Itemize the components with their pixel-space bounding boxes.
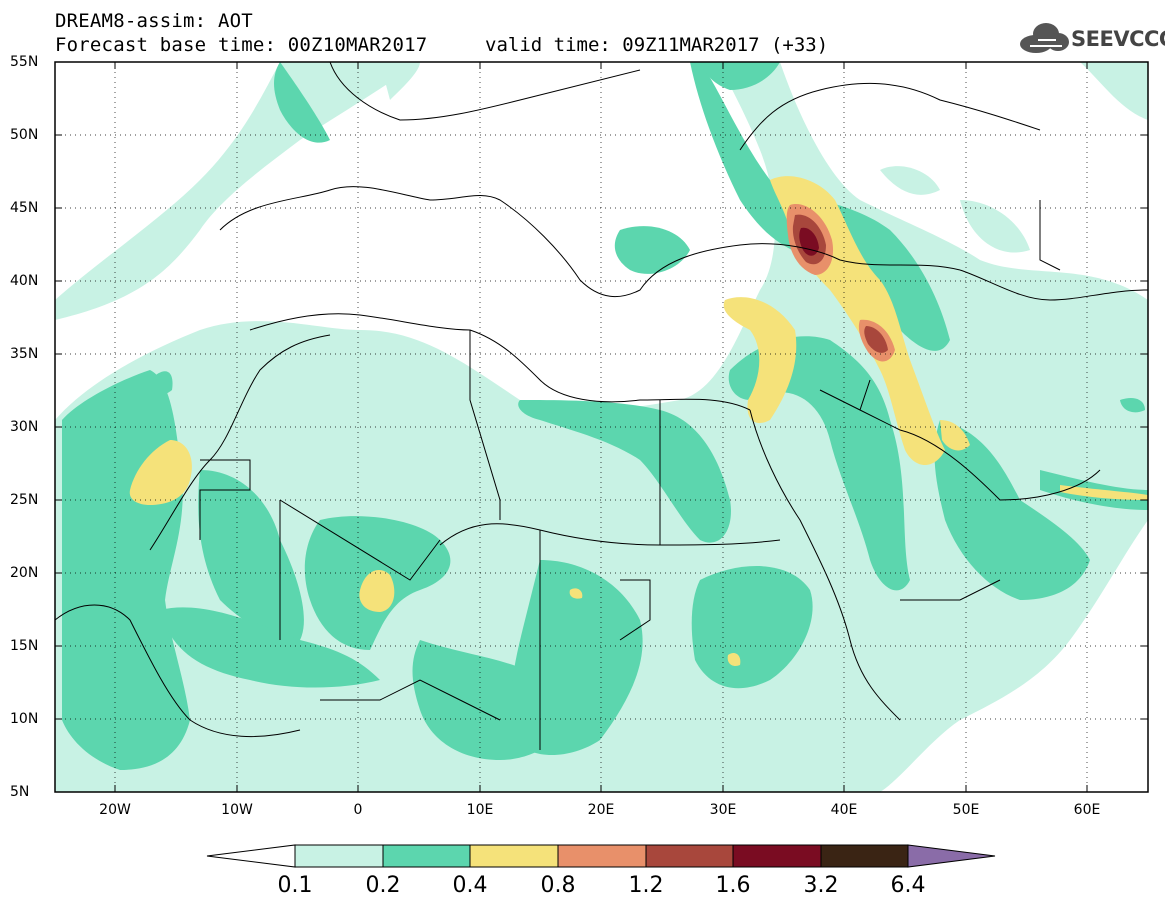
axis-ticks xyxy=(55,61,1148,792)
lat-label: 30N xyxy=(10,419,39,435)
graticule xyxy=(55,62,1148,792)
lat-label: 40N xyxy=(10,273,39,289)
lat-label: 50N xyxy=(10,127,39,143)
lon-label: 60E xyxy=(1073,802,1101,818)
lon-label: 50E xyxy=(952,802,980,818)
lat-label: 5N xyxy=(10,784,30,800)
coastlines xyxy=(55,62,1148,750)
lon-label: 30E xyxy=(709,802,737,818)
lon-label: 10W xyxy=(221,802,253,818)
product-title: DREAM8-assim: AOT xyxy=(55,10,253,32)
colorbar-label: 0.8 xyxy=(540,873,576,898)
lon-label: 10E xyxy=(466,802,494,818)
colorbar-swatch-3.2 xyxy=(820,844,909,868)
lat-label: 10N xyxy=(10,711,39,727)
colorbar-label: 1.6 xyxy=(715,873,751,898)
lat-label: 35N xyxy=(10,346,39,362)
colorbar-high-arrow xyxy=(907,844,996,868)
colorbar-label: 0.4 xyxy=(452,873,488,898)
cloud-icon xyxy=(1020,23,1069,53)
colorbar-label: 3.2 xyxy=(803,873,839,898)
colorbar-low-arrow xyxy=(206,844,296,868)
lat-label: 20N xyxy=(10,565,39,581)
colorbar-swatch-1.6 xyxy=(732,844,822,868)
valid-time: valid time: 09Z11MAR2017 (+33) xyxy=(485,34,829,56)
aot-fields xyxy=(55,62,1148,792)
colorbar-swatch-0.2 xyxy=(382,844,471,868)
map-frame xyxy=(54,61,1149,793)
lat-label: 55N xyxy=(10,54,39,70)
aot-level-1.6 xyxy=(799,227,819,256)
colorbar-label: 0.2 xyxy=(365,873,401,898)
colorbar-label: 0.1 xyxy=(277,873,313,898)
colorbar-swatch-0.1 xyxy=(294,844,384,868)
lon-label: 40E xyxy=(830,802,858,818)
lat-label: 15N xyxy=(10,638,39,654)
lon-label: 20W xyxy=(99,802,131,818)
lat-label: 45N xyxy=(10,200,39,216)
colorbar xyxy=(206,844,996,868)
colorbar-swatch-0.8 xyxy=(557,844,647,868)
colorbar-label: 6.4 xyxy=(890,873,926,898)
lon-label: 0 xyxy=(353,802,363,818)
colorbar-label: 1.2 xyxy=(628,873,664,898)
lat-label: 25N xyxy=(10,492,39,508)
colorbar-swatch-1.2 xyxy=(645,844,734,868)
colorbar-swatch-0.4 xyxy=(469,844,559,868)
logo-text: SEEVCCC xyxy=(1071,27,1165,51)
base-time: Forecast base time: 00Z10MAR2017 xyxy=(55,34,428,56)
lon-label: 20E xyxy=(587,802,615,818)
